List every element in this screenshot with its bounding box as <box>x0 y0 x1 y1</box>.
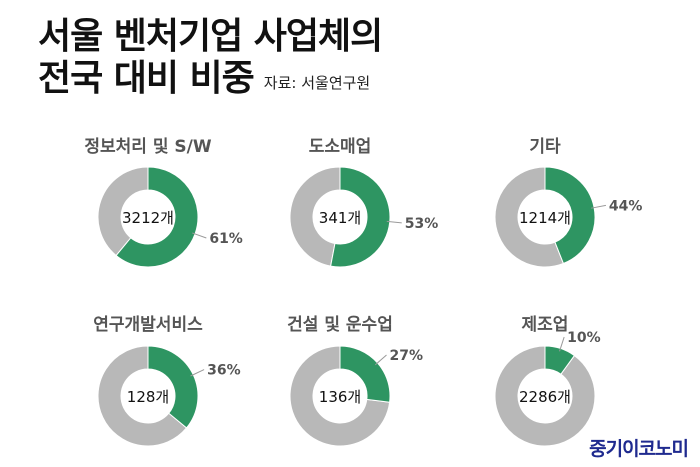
title-line-2-text: 전국 대비 비중 <box>38 58 255 99</box>
leader-line <box>374 354 387 366</box>
leader-line <box>190 369 205 377</box>
donut-slice-rest <box>289 345 391 447</box>
donut-slice-rest <box>97 166 149 257</box>
chart-title: 건설 및 운수업 <box>287 315 393 335</box>
chart-title: 기타 <box>529 137 561 157</box>
leader-line <box>591 204 606 209</box>
percent-label: 27% <box>390 348 424 364</box>
chart-title: 도소매업 <box>309 137 372 157</box>
page-title: 서울 벤처기업 사업체의 전국 대비 비중 자료: 서울연구원 <box>38 16 383 104</box>
donut-slice-share <box>339 345 391 403</box>
donut-chart: 건설 및 운수업 136개 27% <box>287 315 424 447</box>
center-count-label: 341개 <box>319 209 361 227</box>
title-line-2: 전국 대비 비중 자료: 서울연구원 <box>38 58 382 104</box>
center-count-label: 136개 <box>319 388 361 406</box>
center-count-label: 1214개 <box>519 209 571 227</box>
chart-title: 연구개발서비스 <box>93 315 203 335</box>
donut-chart: 도소매업 341개 53% <box>289 137 439 268</box>
percent-label: 36% <box>207 363 241 379</box>
center-count-label: 2286개 <box>519 388 571 406</box>
donut-slice-share <box>115 166 199 268</box>
leader-line <box>559 336 565 352</box>
leader-line <box>192 232 207 239</box>
donut-slice-rest <box>494 166 565 268</box>
center-count-label: 128개 <box>127 388 169 406</box>
center-count-label: 3212개 <box>122 209 174 227</box>
donut-slice-share <box>330 166 391 268</box>
chart-title: 정보처리 및 S/W <box>84 137 211 157</box>
source-note: 자료: 서울연구원 <box>263 74 371 92</box>
leader-line <box>386 220 402 224</box>
chart-title: 제조업 <box>522 315 569 335</box>
percent-label: 61% <box>209 231 243 247</box>
title-line-1: 서울 벤처기업 사업체의 <box>38 16 383 57</box>
donut-slice-share <box>544 166 596 265</box>
donut-chart: 정보처리 및 S/W 3212개 61% <box>84 137 243 268</box>
donut-slice-rest <box>494 345 596 447</box>
brand-logo-text: 중기이코노미 <box>589 438 689 460</box>
donut-chart: 기타 1214개 44% <box>494 137 643 268</box>
percent-label: 10% <box>567 330 601 346</box>
percent-label: 44% <box>609 198 643 214</box>
donut-chart: 제조업 2286개 10% <box>494 315 601 447</box>
donut-slice-share <box>544 345 576 375</box>
donut-slice-share <box>147 345 199 429</box>
donut-slice-rest <box>289 166 341 267</box>
percent-label: 53% <box>405 216 439 232</box>
donut-slice-rest <box>97 345 188 447</box>
donut-chart: 연구개발서비스 128개 36% <box>93 315 241 447</box>
